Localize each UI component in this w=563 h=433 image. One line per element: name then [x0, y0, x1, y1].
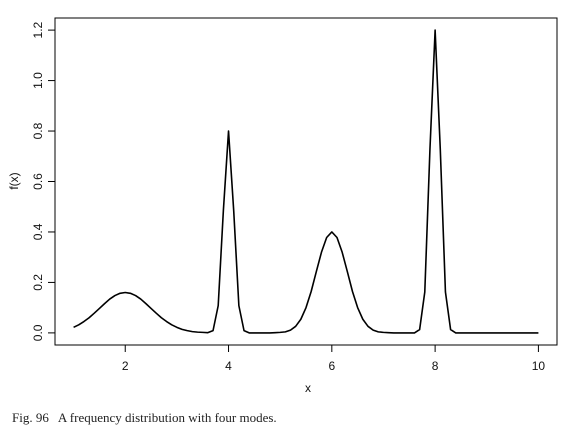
curve: [73, 29, 539, 334]
plot-frame: [54, 17, 558, 346]
x-tick-label: 10: [532, 359, 546, 373]
x-tick-label: 8: [432, 359, 439, 373]
y-tick-label: 0.0: [31, 324, 45, 341]
y-axis-label: f(x): [7, 172, 21, 189]
y-tick-label: 0.8: [31, 122, 45, 139]
y-tick-label: 0.6: [31, 173, 45, 190]
y-tick-label: 1.2: [31, 21, 45, 38]
x-tick-label: 6: [328, 359, 335, 373]
y-tick-label: 1.0: [31, 72, 45, 89]
chart: x f(x) 2 4 6 8 10 0.0 0.2 0.4 0.6 0.8 1.0 1.2: [7, 17, 558, 395]
y-tick-label: 0.4: [31, 223, 45, 240]
x-tick-label: 2: [122, 359, 129, 373]
caption: Fig. 96 A frequency distribution with fo…: [12, 410, 277, 425]
x-tick-label: 4: [225, 359, 232, 373]
y-tick-label: 0.2: [31, 274, 45, 291]
x-axis-label: x: [305, 381, 311, 395]
